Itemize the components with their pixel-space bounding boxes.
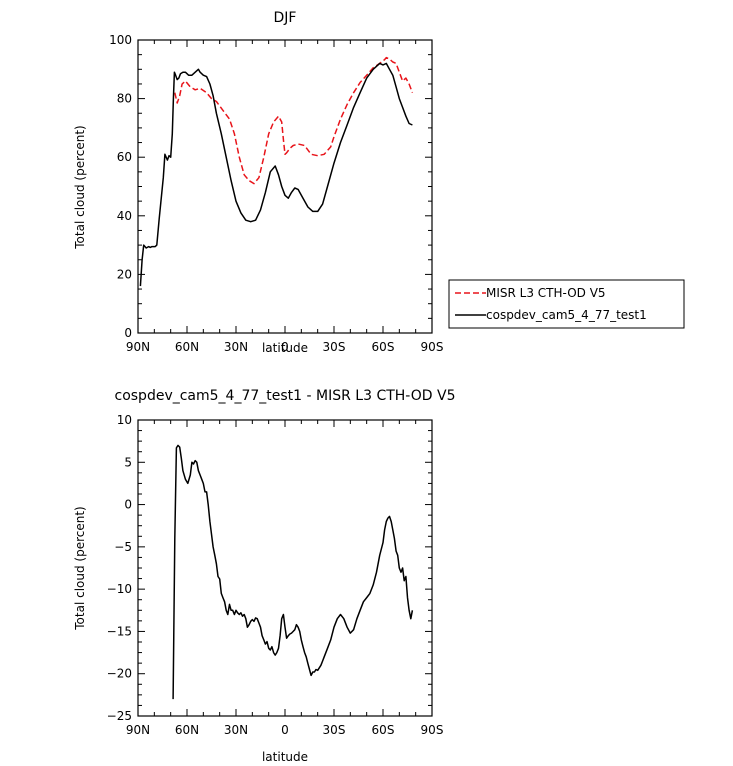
top-plot-area: 90N 60N 30N 0 30S 60S 90S 0 20 40 60 80 100 bbox=[109, 33, 443, 354]
y-tick-label: −20 bbox=[107, 667, 132, 681]
y-tick-label: 20 bbox=[117, 267, 132, 281]
legend-label-misr: MISR L3 CTH-OD V5 bbox=[486, 286, 606, 300]
series-line-0-1 bbox=[139, 62, 413, 287]
x-tick-label: 90N bbox=[126, 340, 150, 354]
series-line-1-0 bbox=[172, 444, 414, 700]
top-chart-title: DJF bbox=[274, 10, 297, 26]
top-plot-frame bbox=[137, 39, 433, 334]
y-tick-label: 40 bbox=[117, 209, 132, 223]
x-tick-label: 0 bbox=[281, 340, 289, 354]
x-tick-label: 30S bbox=[323, 723, 346, 737]
y-tick-label: −5 bbox=[114, 540, 132, 554]
y-tick-label: −10 bbox=[107, 582, 132, 596]
x-tick-label: 60S bbox=[372, 723, 395, 737]
y-tick-label: 5 bbox=[124, 455, 132, 469]
x-tick-label: 90S bbox=[421, 723, 444, 737]
x-tick-label: 60S bbox=[372, 340, 395, 354]
bottom-y-axis-label: Total cloud (percent) bbox=[73, 506, 87, 630]
y-tick-label: 0 bbox=[124, 326, 132, 340]
y-tick-label: 10 bbox=[117, 413, 132, 427]
bottom-plot-area: 90N 60N 30N 0 30S 60S 90S −25 −20 −15 −10 −5 0 5 10 bbox=[107, 413, 444, 737]
x-tick-label: 90S bbox=[421, 340, 444, 354]
x-tick-label: 0 bbox=[281, 723, 289, 737]
top-x-axis-label: latitude bbox=[262, 341, 308, 355]
x-tick-label: 30N bbox=[224, 340, 248, 354]
series-line-0-0 bbox=[174, 56, 414, 185]
top-panel: DJF 90N 60N 30N 0 30S 60S 90S 0 20 40 60 80 100 lati… bbox=[73, 10, 443, 355]
x-tick-label: 30N bbox=[224, 723, 248, 737]
legend: MISR L3 CTH-OD V5 cospdev_cam5_4_77_test… bbox=[448, 279, 685, 329]
bottom-x-axis-label: latitude bbox=[262, 750, 308, 764]
y-tick-label: 80 bbox=[117, 92, 132, 106]
y-tick-label: 100 bbox=[109, 33, 132, 47]
bottom-panel: cospdev_cam5_4_77_test1 - MISR L3 CTH-OD… bbox=[73, 388, 455, 764]
x-tick-label: 60N bbox=[175, 340, 199, 354]
y-tick-label: 60 bbox=[117, 150, 132, 164]
bottom-chart-title: cospdev_cam5_4_77_test1 - MISR L3 CTH-OD… bbox=[115, 388, 456, 404]
legend-box bbox=[448, 279, 685, 329]
x-tick-label: 90N bbox=[126, 723, 150, 737]
legend-label-cospdev: cospdev_cam5_4_77_test1 bbox=[486, 308, 647, 322]
y-tick-label: 0 bbox=[124, 498, 132, 512]
y-tick-label: −15 bbox=[107, 624, 132, 638]
y-tick-label: −25 bbox=[107, 709, 132, 723]
x-tick-label: 30S bbox=[323, 340, 346, 354]
bottom-plot-frame bbox=[137, 419, 433, 717]
top-y-axis-label: Total cloud (percent) bbox=[73, 125, 87, 249]
x-tick-label: 60N bbox=[175, 723, 199, 737]
